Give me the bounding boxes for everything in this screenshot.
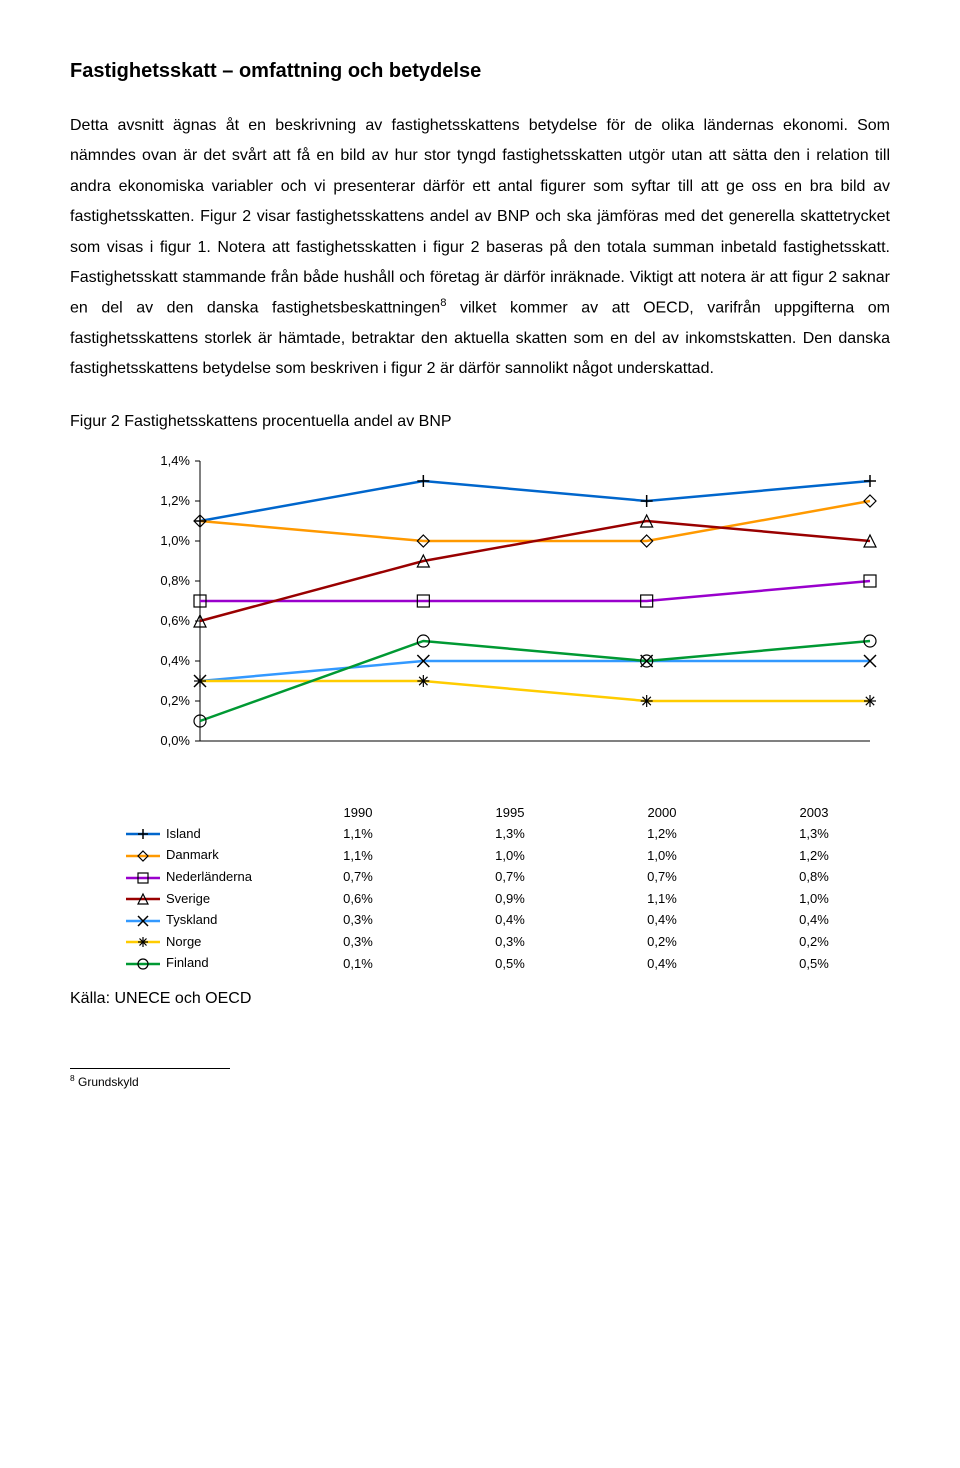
legend-value-cell: 0,6% [282,888,434,910]
svg-text:0,6%: 0,6% [160,613,190,628]
svg-text:0,4%: 0,4% [160,653,190,668]
legend-series-label: Island [120,823,282,845]
legend-value-cell: 0,1% [282,952,434,974]
svg-text:0,2%: 0,2% [160,693,190,708]
svg-text:1,2%: 1,2% [160,493,190,508]
legend-value-cell: 1,3% [738,823,890,845]
legend-value-cell: 0,3% [282,909,434,931]
legend-series-label: Sverige [120,888,282,910]
source-line: Källa: UNECE och OECD [70,990,890,1008]
chart-container: 0,0%0,2%0,4%0,6%0,8%1,0%1,2%1,4% 1990199… [120,451,890,974]
legend-value-cell: 0,2% [586,931,738,953]
legend-value-cell: 0,9% [434,888,586,910]
footnote: 8 Grundskyld [70,1068,230,1089]
body-paragraph: Detta avsnitt ägnas åt en beskrivning av… [70,111,890,385]
legend-series-label: Norge [120,931,282,953]
legend-series-label: Tyskland [120,909,282,931]
page-title: Fastighetsskatt – omfattning och betydel… [70,60,890,83]
legend-row: Sverige0,6%0,9%1,1%1,0% [120,888,890,910]
legend-value-cell: 0,7% [434,866,586,888]
legend-value-cell: 0,5% [738,952,890,974]
legend-row: Norge0,3%0,3%0,2%0,2% [120,931,890,953]
svg-text:0,0%: 0,0% [160,733,190,748]
legend-value-cell: 0,8% [738,866,890,888]
legend-series-label: Danmark [120,844,282,866]
svg-text:0,8%: 0,8% [160,573,190,588]
legend-series-label: Nederländerna [120,866,282,888]
legend-value-cell: 0,4% [738,909,890,931]
figure-caption: Figur 2 Fastighetsskattens procentuella … [70,413,890,431]
legend-header-cell: 1990 [282,802,434,823]
legend-row: Finland0,1%0,5%0,4%0,5% [120,952,890,974]
legend-header-row: 1990199520002003 [120,802,890,823]
legend-value-cell: 1,1% [282,823,434,845]
legend-table: 1990199520002003Island1,1%1,3%1,2%1,3%Da… [120,802,890,974]
legend-value-cell: 1,1% [586,888,738,910]
footnote-text: Grundskyld [75,1075,139,1089]
legend-row: Danmark1,1%1,0%1,0%1,2% [120,844,890,866]
legend-row: Island1,1%1,3%1,2%1,3% [120,823,890,845]
legend-value-cell: 0,3% [282,931,434,953]
legend-value-cell: 1,0% [434,844,586,866]
legend-value-cell: 1,1% [282,844,434,866]
legend-value-cell: 1,2% [738,844,890,866]
line-chart: 0,0% 0,2% 0,4% 0,6% 0,8% 1,0% 1,2% 1,4% [120,451,890,791]
legend-header-cell: 2003 [738,802,890,823]
legend-header-cell: 1995 [434,802,586,823]
svg-text:1,0%: 1,0% [160,533,190,548]
svg-text:1,4%: 1,4% [160,453,190,468]
paragraph-part1: Detta avsnitt ägnas åt en beskrivning av… [70,117,890,317]
legend-header-cell: 2000 [586,802,738,823]
legend-value-cell: 1,0% [738,888,890,910]
legend-row: Tyskland0,3%0,4%0,4%0,4% [120,909,890,931]
legend-row: Nederländerna0,7%0,7%0,7%0,8% [120,866,890,888]
legend-value-cell: 1,2% [586,823,738,845]
legend-value-cell: 0,2% [738,931,890,953]
legend-value-cell: 0,4% [586,909,738,931]
legend-value-cell: 0,4% [586,952,738,974]
legend-value-cell: 0,3% [434,931,586,953]
legend-value-cell: 0,7% [586,866,738,888]
legend-series-label: Finland [120,952,282,974]
legend-value-cell: 0,7% [282,866,434,888]
legend-value-cell: 1,0% [586,844,738,866]
legend-value-cell: 0,5% [434,952,586,974]
legend-value-cell: 0,4% [434,909,586,931]
legend-value-cell: 1,3% [434,823,586,845]
